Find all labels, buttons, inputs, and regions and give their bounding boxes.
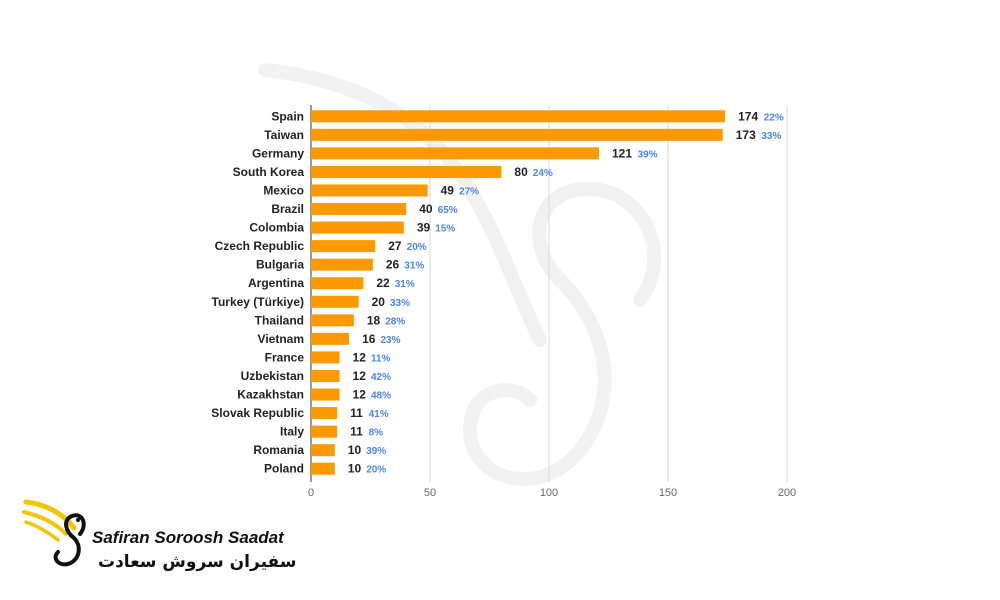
x-tick-label: 100 xyxy=(540,487,558,499)
percent-label: 8% xyxy=(369,428,384,439)
value-label: 10 xyxy=(348,443,362,457)
percent-label: 33% xyxy=(761,131,781,142)
bar xyxy=(311,332,350,345)
category-label: Czech Republic xyxy=(215,239,305,253)
percent-label: 39% xyxy=(366,446,386,457)
value-label: 80 xyxy=(514,165,528,179)
value-label: 11 xyxy=(350,425,363,439)
logo-text-en: Safiran Soroosh Saadat xyxy=(92,528,284,547)
value-label: 12 xyxy=(353,388,367,402)
category-label: Romania xyxy=(253,443,304,457)
category-label: Germany xyxy=(252,146,304,160)
category-label: Uzbekistan xyxy=(241,369,304,383)
watermark-swan-icon xyxy=(258,63,662,486)
value-label: 27 xyxy=(388,239,402,253)
bar xyxy=(311,110,726,123)
percent-label: 41% xyxy=(369,409,389,420)
value-label: 12 xyxy=(353,369,367,383)
category-label: Taiwan xyxy=(264,128,304,142)
value-label: 39 xyxy=(417,221,431,235)
category-label: Brazil xyxy=(271,202,304,216)
value-label: 10 xyxy=(348,462,362,476)
category-label: Vietnam xyxy=(258,332,304,346)
percent-label: 28% xyxy=(385,316,405,327)
company-logo: Safiran Soroosh Saadat سفیران سروش سعادت xyxy=(22,494,296,584)
x-tick-label: 50 xyxy=(424,487,436,499)
bar xyxy=(311,462,335,475)
bar xyxy=(311,147,599,160)
labels-group: 0 50 100 150 200 Spain 174 22% Taiwan 173 33% Germa… xyxy=(211,109,796,499)
category-label: Thailand xyxy=(255,313,304,327)
percent-label: 27% xyxy=(459,186,479,197)
bar xyxy=(311,314,354,327)
bar xyxy=(311,369,340,382)
value-label: 49 xyxy=(441,183,455,197)
percent-label: 15% xyxy=(435,224,455,235)
value-label: 40 xyxy=(419,202,433,216)
x-tick-label: 150 xyxy=(659,487,677,499)
bars-group xyxy=(311,110,726,475)
percent-label: 11% xyxy=(371,353,391,364)
x-tick-label: 200 xyxy=(778,487,796,499)
category-label: Spain xyxy=(271,109,304,123)
percent-label: 23% xyxy=(380,335,400,346)
bar xyxy=(311,444,335,457)
x-tick-label: 0 xyxy=(308,487,314,499)
bar xyxy=(311,128,723,141)
value-label: 22 xyxy=(376,276,390,290)
percent-label: 33% xyxy=(390,298,410,309)
bar xyxy=(311,258,373,271)
value-label: 26 xyxy=(386,258,400,272)
category-label: Poland xyxy=(264,462,304,476)
bar xyxy=(311,203,407,216)
percent-label: 20% xyxy=(407,242,427,253)
bar xyxy=(311,165,502,178)
bar xyxy=(311,295,359,308)
category-label: Argentina xyxy=(248,276,304,290)
bar xyxy=(311,351,340,364)
percent-label: 42% xyxy=(371,372,391,383)
category-label: Bulgaria xyxy=(256,258,304,272)
value-label: 173 xyxy=(736,128,756,142)
percent-label: 22% xyxy=(764,112,784,123)
percent-label: 31% xyxy=(404,261,424,272)
value-label: 16 xyxy=(362,332,376,346)
swan-logo-icon xyxy=(22,499,86,567)
bar xyxy=(311,221,404,234)
grid-lines xyxy=(310,105,788,482)
percent-label: 20% xyxy=(366,465,386,476)
bar xyxy=(311,425,338,438)
bar xyxy=(311,240,376,253)
percent-label: 39% xyxy=(638,149,658,160)
bar xyxy=(311,277,364,290)
percent-label: 31% xyxy=(395,279,415,290)
bar xyxy=(311,388,340,401)
value-label: 20 xyxy=(372,295,386,309)
percent-label: 65% xyxy=(438,205,458,216)
bar xyxy=(311,184,428,197)
value-label: 121 xyxy=(612,146,632,160)
category-label: Turkey (Türkiye) xyxy=(212,295,304,309)
category-label: Slovak Republic xyxy=(211,406,304,420)
logo-text-fa: سفیران سروش سعادت xyxy=(98,552,297,572)
value-label: 11 xyxy=(350,406,363,420)
category-label: France xyxy=(265,350,305,364)
value-label: 12 xyxy=(353,350,367,364)
category-label: Colombia xyxy=(249,221,304,235)
category-label: Mexico xyxy=(263,183,304,197)
percent-label: 48% xyxy=(371,391,391,402)
bar xyxy=(311,407,338,420)
value-label: 18 xyxy=(367,313,381,327)
category-label: Kazakhstan xyxy=(237,388,304,402)
category-label: South Korea xyxy=(233,165,305,179)
category-label: Italy xyxy=(280,425,304,439)
value-label: 174 xyxy=(738,109,758,123)
percent-label: 24% xyxy=(533,168,553,179)
